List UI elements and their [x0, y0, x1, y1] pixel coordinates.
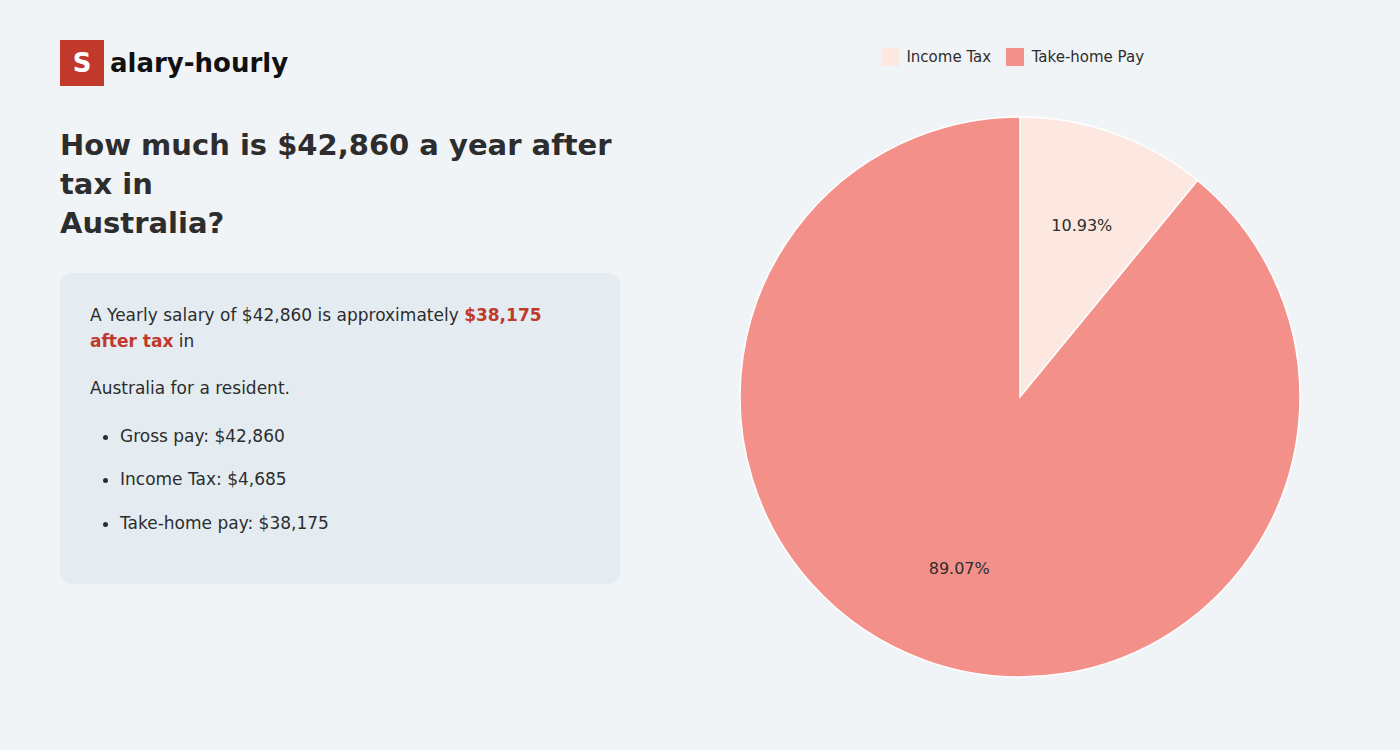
- html-text:S: S: [72, 48, 92, 78]
- html-text:alary-hourly: alary-hourly: [110, 48, 289, 78]
- svg-text:10.93%: 10.93%: [1051, 216, 1112, 235]
- html-text:Take-home Pay: Take-home Pay: [1031, 47, 1145, 66]
- html-text:Take-home pay: $38,175: Take-home pay: $38,175: [120, 512, 329, 533]
- html-text:A Yearly salary of $42,860 is: A Yearly salary of $42,860 is approximat…: [90, 305, 548, 351]
- html-text:Gross pay: $42,860: Gross pay: $42,860: [120, 425, 285, 446]
- html-text:Income Tax: $4,685: Income Tax: $4,685: [120, 469, 287, 490]
- svg-text:89.07%: 89.07%: [929, 558, 990, 577]
- html-text:Australia for a resident.: Australia for a resident.: [90, 378, 290, 399]
- html-text:How much is $42,860 a year aft: How much is $42,860 a year after tax in …: [60, 128, 612, 241]
- html-text:Income Tax: Income Tax: [906, 47, 992, 66]
